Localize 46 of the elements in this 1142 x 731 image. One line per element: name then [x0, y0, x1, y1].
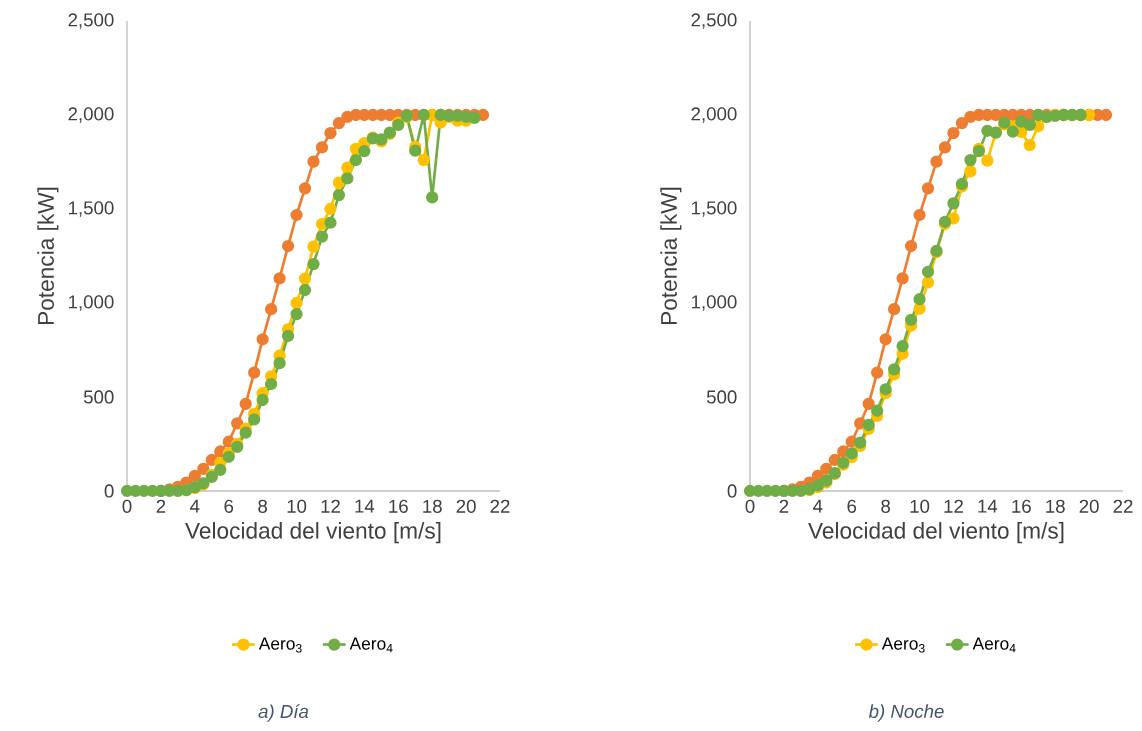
y-tick-label: 1,500 — [692, 201, 737, 217]
y-tick-label: 2,500 — [691, 13, 737, 29]
x-tick-label: 22 — [1113, 499, 1133, 513]
x-tick-label: 6 — [224, 499, 234, 513]
text: a) Día — [258, 704, 309, 722]
y-tick-label: 1,500 — [69, 201, 114, 217]
x-tick-label: 0 — [745, 499, 755, 513]
y-tick-label: 2,500 — [68, 13, 114, 29]
legend-label: Aero$_{3}$ — [881, 637, 925, 653]
x-tick-label: 0 — [122, 499, 132, 513]
legend-label: Aero$_{4}$ — [972, 637, 1016, 653]
x-tick-label: 14 — [355, 499, 375, 513]
x-tick-label: 12 — [944, 499, 963, 513]
x-tick-label: 18 — [1046, 499, 1065, 513]
x-tick-label: 10 — [910, 499, 930, 513]
x-tick-label: 4 — [190, 499, 200, 513]
x-axis-title: Velocidad del viento [m/s] — [185, 522, 441, 544]
y-axis-title: Potencia [kW] — [660, 187, 682, 325]
y-axis-title: Potencia [kW] — [37, 187, 59, 325]
x-tick-label: 4 — [813, 499, 823, 513]
x-tick-label: 16 — [1012, 499, 1031, 513]
x-tick-label: 20 — [1079, 499, 1099, 513]
x-tick-label: 2 — [779, 499, 789, 513]
legend-label: Aero$_{4}$ — [349, 637, 393, 653]
x-tick-label: 20 — [456, 499, 476, 513]
legend-label: Aero$_{3}$ — [258, 637, 302, 653]
text: b) Noche — [868, 704, 944, 722]
x-tick-label: 10 — [287, 499, 307, 513]
y-tick-label: 0 — [727, 484, 737, 498]
x-tick-label: 8 — [881, 499, 891, 513]
y-tick-label: 0 — [104, 484, 114, 498]
y-tick-label: 500 — [706, 390, 737, 404]
x-tick-label: 2 — [156, 499, 166, 513]
x-tick-label: 22 — [490, 499, 510, 513]
x-tick-label: 16 — [389, 499, 408, 513]
x-tick-label: 8 — [258, 499, 268, 513]
y-tick-label: 2,000 — [691, 107, 737, 123]
x-tick-label: 6 — [847, 499, 857, 513]
y-tick-label: 1,000 — [692, 295, 737, 311]
y-tick-label: 1,000 — [69, 295, 114, 311]
x-tick-label: 12 — [321, 499, 340, 513]
y-tick-label: 2,000 — [68, 107, 114, 123]
x-axis-title: Velocidad del viento [m/s] — [808, 522, 1064, 544]
x-tick-label: 14 — [978, 499, 998, 513]
y-tick-label: 500 — [83, 390, 114, 404]
x-tick-label: 18 — [423, 499, 442, 513]
